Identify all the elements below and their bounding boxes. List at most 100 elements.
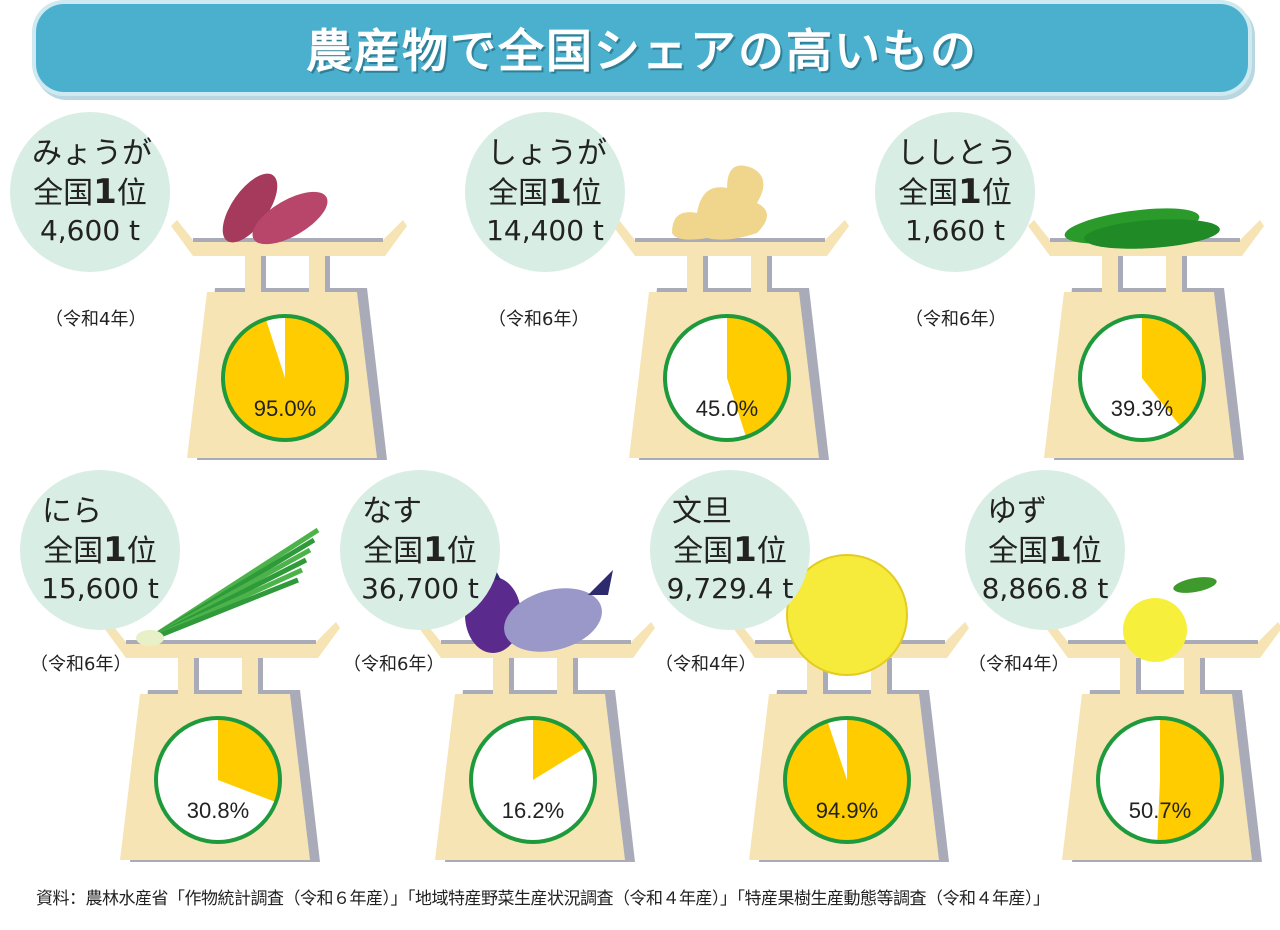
scale-post-shadow	[767, 256, 772, 292]
rank-label: 全国1位	[988, 530, 1102, 570]
year-label: （令和6年）	[343, 654, 445, 675]
scale-post	[687, 256, 703, 294]
rank-label: 全国1位	[33, 172, 147, 212]
scale-tray-shadow	[635, 238, 825, 242]
rank-label: 全国1位	[898, 172, 1012, 212]
myoga-bud	[222, 173, 278, 243]
eggplant-calyx	[488, 565, 613, 595]
nira-base	[136, 630, 164, 646]
year-label: （令和4年）	[45, 309, 147, 330]
scale-tray	[104, 622, 340, 658]
yuzu-icon	[1123, 577, 1217, 662]
pie-share-slice	[1142, 316, 1204, 427]
label-circle: ゆず 全国1位 8,866.8 t	[965, 470, 1125, 630]
production-amount: 4,600 t	[39, 214, 141, 247]
year-label: （令和4年）	[968, 654, 1070, 675]
shishito-pepper	[1084, 219, 1220, 249]
scale-post-shadow	[823, 658, 828, 694]
production-amount: 1,660 t	[904, 214, 1006, 247]
rank-label: 全国1位	[363, 530, 477, 570]
yuzu-leaf	[1173, 577, 1217, 593]
scale-post-shadow	[1118, 256, 1123, 292]
scale-tray	[1046, 622, 1280, 658]
pie-ring	[154, 716, 282, 844]
scale-post	[1184, 658, 1200, 696]
scale-post-shadow	[1200, 658, 1205, 694]
label-circle: みょうが 全国1位 4,600 t	[10, 112, 170, 272]
scale-post-shadow	[325, 256, 330, 292]
source-note: 資料：農林水産省「作物統計調査（令和６年産）」「地域特産野菜生産状況調査（令和４…	[36, 889, 1050, 909]
scale-tray	[733, 622, 969, 658]
rank-label: 全国1位	[673, 530, 787, 570]
yuzu-fruit	[1123, 598, 1187, 662]
pie-share-label: 16.2%	[502, 798, 564, 823]
scale-5: 16.2%	[419, 622, 655, 862]
rank-label: 全国1位	[43, 530, 157, 570]
scale-tray	[1028, 220, 1264, 256]
scale-post-shadow	[887, 658, 892, 694]
eggplant	[504, 588, 602, 652]
crop-name: みょうが	[32, 136, 152, 171]
pie-share-label: 39.3%	[1111, 396, 1173, 421]
page-title: 農産物で全国シェアの高いもの	[306, 24, 978, 78]
scale-2: 45.0%	[613, 220, 849, 460]
crop-name: 文旦	[672, 494, 732, 529]
nira-leaf	[147, 577, 299, 643]
pie-share-label: 30.8%	[187, 798, 249, 823]
label-circle: 文旦 全国1位 9,729.4 t	[650, 470, 810, 630]
nira-icon	[136, 527, 320, 646]
pie-share-slice	[222, 316, 347, 440]
pie-ring	[1078, 314, 1206, 442]
crop-name: ゆず	[987, 494, 1047, 529]
scale-1: 95.0%	[171, 220, 407, 460]
pie-share-slice	[785, 718, 909, 842]
myoga-bud	[252, 191, 328, 245]
production-amount: 14,400 t	[486, 214, 604, 247]
scale-tray	[171, 220, 407, 256]
pie-ring	[783, 716, 911, 844]
crop-name: なす	[362, 494, 422, 529]
crop-name: にら	[42, 494, 102, 529]
scale-7: 50.7%	[1046, 622, 1280, 862]
scale-post-shadow	[258, 658, 263, 694]
scale-post	[309, 256, 325, 294]
ginger-root	[672, 165, 767, 240]
pie-share-slice	[1157, 718, 1222, 842]
production-amount: 9,729.4 t	[666, 572, 794, 605]
pie-share-label: 95.0%	[254, 396, 316, 421]
production-amount: 15,600 t	[41, 572, 159, 605]
pie-share-label: 94.9%	[816, 798, 878, 823]
crop-name: しょうが	[487, 136, 607, 171]
myoga-icon	[222, 173, 328, 245]
scale-post	[557, 658, 573, 696]
label-circle: ししとう 全国1位 1,660 t	[875, 112, 1035, 272]
scale-post	[178, 658, 194, 696]
label-circle: にら 全国1位 15,600 t	[20, 470, 180, 630]
scale-tray	[419, 622, 655, 658]
scale-post	[245, 256, 261, 294]
ginger-icon	[672, 165, 767, 240]
buntan-icon	[786, 554, 908, 676]
year-label: （令和6年）	[30, 654, 132, 675]
scale-tray-shadow	[126, 640, 316, 644]
title-bar: 農産物で全国シェアの高いもの	[36, 4, 1248, 92]
crop-name: ししとう	[897, 136, 1017, 171]
pie-ring	[469, 716, 597, 844]
pie-share-slice	[727, 316, 789, 437]
pie-ring	[221, 314, 349, 442]
scale-3: 39.3%	[1028, 220, 1264, 460]
scale-post-shadow	[1136, 658, 1141, 694]
scale-tray-shadow	[193, 238, 383, 242]
production-amount: 36,700 t	[361, 572, 479, 605]
rank-label: 全国1位	[488, 172, 602, 212]
shishito-icon	[1064, 208, 1220, 249]
production-amount: 8,866.8 t	[981, 572, 1109, 605]
scale-post-shadow	[573, 658, 578, 694]
scale-post	[751, 256, 767, 294]
scale-post	[1120, 658, 1136, 696]
year-label: （令和6年）	[488, 309, 590, 330]
buntan-fruit	[786, 554, 908, 676]
scale-post-shadow	[509, 658, 514, 694]
